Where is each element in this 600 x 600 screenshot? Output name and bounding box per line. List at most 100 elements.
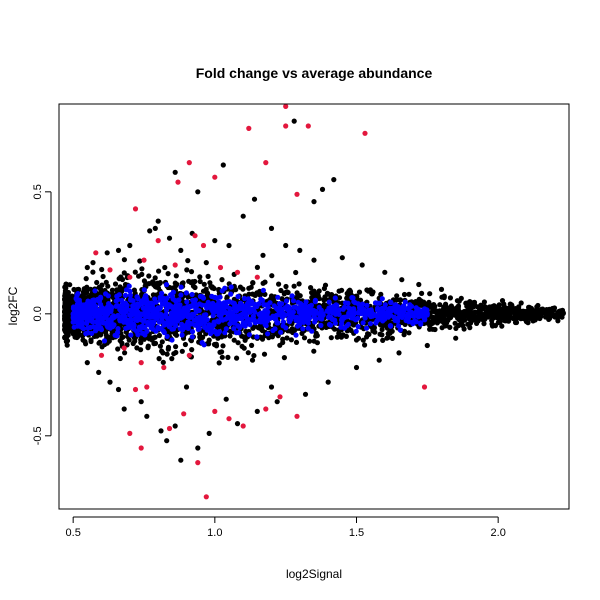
- data-point-blue: [313, 316, 319, 322]
- data-point-black: [219, 277, 225, 283]
- data-point-black: [235, 340, 241, 346]
- data-point-blue: [185, 319, 191, 325]
- data-point-blue: [231, 301, 238, 308]
- data-point-black: [242, 337, 248, 343]
- data-point-black: [88, 338, 94, 345]
- data-point-black: [203, 260, 209, 266]
- data-point-blue: [170, 320, 176, 326]
- data-point-black: [67, 282, 73, 288]
- data-point-black: [406, 291, 412, 297]
- data-point-blue: [117, 318, 123, 324]
- data-point-black: [219, 349, 225, 355]
- data-point-black: [132, 269, 138, 275]
- data-point-blue: [79, 324, 85, 331]
- data-point-blue: [143, 296, 149, 302]
- data-point-blue: [187, 303, 193, 309]
- data-point-blue: [128, 332, 134, 338]
- data-point-blue: [212, 306, 219, 312]
- data-point-blue: [123, 308, 129, 315]
- data-point-blue: [258, 296, 264, 302]
- data-point-black: [474, 318, 480, 324]
- data-point-black: [506, 318, 512, 324]
- data-point-black: [151, 341, 157, 347]
- data-point-black: [322, 282, 329, 288]
- data-point-black: [455, 308, 461, 314]
- data-point-black: [430, 326, 436, 332]
- data-point-blue: [145, 307, 151, 314]
- data-point-black: [297, 247, 303, 253]
- data-point-black: [301, 335, 308, 341]
- data-point-blue: [222, 330, 228, 336]
- data-point-red: [186, 160, 192, 166]
- data-point-blue: [265, 331, 271, 337]
- data-point-blue: [80, 303, 86, 309]
- data-point-black: [494, 312, 500, 318]
- data-point-black: [339, 255, 345, 261]
- data-point-black: [485, 312, 492, 318]
- data-point-blue: [316, 304, 322, 310]
- data-point-blue: [243, 312, 249, 318]
- data-point-blue: [162, 313, 168, 319]
- data-point-red: [234, 269, 241, 275]
- data-point-blue: [291, 304, 297, 310]
- data-point-blue: [89, 330, 95, 336]
- data-point-blue: [201, 342, 207, 348]
- data-point-black: [134, 345, 140, 351]
- data-point-black: [226, 242, 232, 249]
- data-point-black: [165, 346, 171, 352]
- data-point-black: [455, 315, 461, 321]
- data-point-blue: [175, 307, 181, 313]
- data-point-blue: [169, 337, 175, 343]
- data-point-black: [206, 430, 212, 436]
- data-point-black: [424, 342, 430, 349]
- data-point-black: [427, 291, 433, 297]
- data-point-black: [105, 283, 111, 289]
- data-point-black: [538, 311, 544, 317]
- data-point-black: [118, 274, 124, 280]
- data-point-black: [430, 317, 436, 323]
- data-point-black: [481, 299, 487, 305]
- data-point-black: [387, 328, 393, 334]
- data-point-blue: [247, 308, 253, 314]
- data-point-black: [259, 326, 265, 332]
- data-point-black: [206, 341, 212, 347]
- data-point-black: [227, 333, 233, 339]
- data-point-black: [379, 326, 385, 333]
- data-point-black: [296, 281, 302, 287]
- data-point-blue: [105, 293, 111, 299]
- data-point-red: [181, 411, 187, 417]
- data-point-black: [325, 291, 331, 297]
- data-point-blue: [223, 326, 229, 332]
- data-point-red: [195, 460, 201, 466]
- data-point-black: [63, 339, 69, 345]
- data-point-black: [447, 295, 453, 301]
- data-point-blue: [130, 298, 136, 304]
- data-point-blue: [168, 311, 175, 317]
- data-point-black: [532, 317, 538, 323]
- data-point-black: [173, 349, 179, 356]
- data-point-blue: [178, 292, 184, 298]
- data-point-black: [311, 257, 317, 263]
- data-point-blue: [174, 302, 180, 308]
- data-point-blue: [227, 321, 233, 327]
- data-point-black: [195, 445, 201, 451]
- data-point-black: [440, 307, 446, 313]
- data-point-blue: [364, 302, 370, 308]
- data-point-black: [518, 316, 524, 322]
- data-point-black: [419, 290, 425, 296]
- data-point-blue: [149, 313, 155, 319]
- data-point-black: [159, 348, 165, 354]
- x-axis-label: log2Signal: [286, 567, 342, 581]
- data-point-blue: [222, 285, 228, 291]
- data-point-blue: [333, 302, 339, 308]
- data-point-black: [103, 329, 109, 335]
- data-point-blue: [94, 326, 101, 332]
- data-point-blue: [139, 311, 145, 317]
- data-point-blue: [228, 284, 234, 290]
- data-point-blue: [376, 310, 382, 317]
- data-point-blue: [123, 325, 129, 331]
- data-point-blue: [280, 323, 286, 329]
- data-point-black: [234, 421, 241, 427]
- data-point-blue: [280, 319, 286, 325]
- data-point-black: [269, 273, 275, 279]
